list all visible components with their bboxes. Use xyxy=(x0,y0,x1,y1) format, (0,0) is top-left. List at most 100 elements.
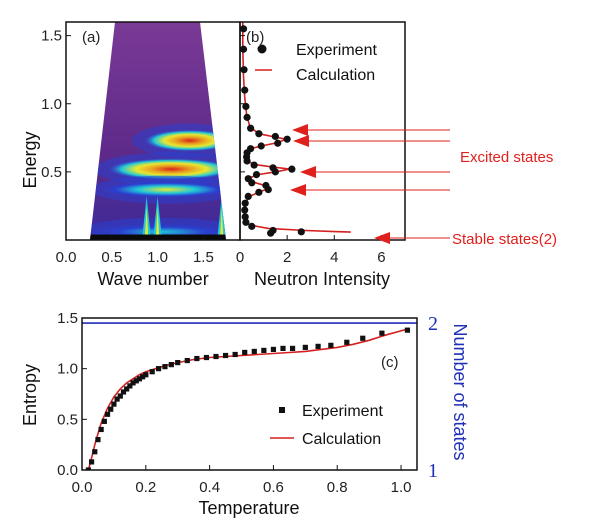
panel-b: 0 2 4 6 (b) Experiment Calculation Neutron … xyxy=(236,21,406,289)
experiment-point-c-30 xyxy=(242,349,248,356)
experiment-point-b-29 xyxy=(241,213,249,221)
heatmap xyxy=(66,22,240,240)
experiment-point-b-2 xyxy=(240,66,248,74)
experiment-point-b-10 xyxy=(274,139,282,147)
experiment-point-b-4 xyxy=(242,102,250,111)
x-tick-a-2: 1.0 xyxy=(147,249,168,266)
excited-arrow-head-1 xyxy=(293,135,309,147)
experiment-point-b-20 xyxy=(252,171,261,179)
experiment-point-b-28 xyxy=(241,206,249,214)
x-tick-a-3: 1.5 xyxy=(193,249,214,266)
panel-a: 0.0 0.5 1.0 1.5 0.5 1.0 1.5 (a) Wave number En… xyxy=(20,21,241,289)
experiment-point-c-22 xyxy=(168,362,174,368)
y-tick-c-0: 0.0 xyxy=(57,462,78,479)
experiment-point-b-33 xyxy=(297,228,305,236)
experiment-point-c-3 xyxy=(95,437,101,443)
experiment-point-c-5 xyxy=(101,418,107,424)
experiment-point-c-0 xyxy=(85,467,91,470)
experiment-point-c-42 xyxy=(404,327,411,333)
experiment-point-c-9 xyxy=(114,396,120,402)
heatmap-spike-core-1 xyxy=(156,207,160,235)
panel-c-frame xyxy=(81,317,418,471)
experiment-point-b-19 xyxy=(271,168,279,176)
x-tick-a-0: 0.0 xyxy=(56,249,77,266)
experiment-point-b-9 xyxy=(283,135,291,143)
experiment-point-c-24 xyxy=(184,357,190,364)
x-tick-c-0: 0.0 xyxy=(72,479,93,496)
x-tick-a-1: 0.5 xyxy=(101,249,122,266)
calculation-line-c xyxy=(87,328,408,470)
experiment-point-b-34 xyxy=(267,229,275,237)
experiment-point-c-16 xyxy=(136,376,143,382)
experiment-point-c-29 xyxy=(232,351,238,358)
experiment-point-c-26 xyxy=(203,354,210,361)
x-tick-b-1: 2 xyxy=(283,249,291,266)
experiment-point-b-1 xyxy=(240,45,248,53)
y2-axis-label-c: Number of states xyxy=(450,323,470,460)
legend-c-experiment-label: Experiment xyxy=(302,403,383,420)
heatmap-spike-core-2 xyxy=(220,207,224,235)
experiment-point-b-7 xyxy=(255,130,263,138)
experiment-point-b-31 xyxy=(248,222,256,230)
experiment-point-c-34 xyxy=(280,345,286,351)
y2-tick-c-1: 2 xyxy=(428,313,438,335)
experiment-point-c-40 xyxy=(360,335,366,341)
experiment-point-c-32 xyxy=(261,347,267,354)
experiment-point-c-12 xyxy=(124,386,130,392)
panel-a-label: (a) xyxy=(82,29,100,46)
excited-arrow-head-0 xyxy=(292,124,308,136)
experiment-point-b-25 xyxy=(255,188,263,196)
experiment-point-b-6 xyxy=(247,124,255,132)
panel-c-label: (c) xyxy=(381,354,399,371)
x-tick-c-1: 0.2 xyxy=(135,479,156,496)
experiment-point-c-11 xyxy=(120,389,127,395)
experiment-point-b-30 xyxy=(242,218,250,226)
experiment-point-c-2 xyxy=(92,449,98,455)
heatmap-floor xyxy=(90,234,226,240)
legend-b: Experiment Calculation xyxy=(255,42,377,84)
annotations: Excited states Stable states(2) xyxy=(290,124,557,248)
experiment-point-c-23 xyxy=(175,359,181,366)
panel-b-frame xyxy=(239,21,406,241)
experiment-point-b-22 xyxy=(248,179,256,187)
experiment-point-c-38 xyxy=(328,342,334,348)
legend-c-calculation-label: Calculation xyxy=(302,431,381,448)
y-tick-a-1: 1.0 xyxy=(41,96,62,113)
heatmap-bands xyxy=(90,123,226,240)
x-tick-b-3: 6 xyxy=(377,249,385,266)
experiment-point-b-15 xyxy=(243,157,251,165)
experiment-point-c-37 xyxy=(315,343,321,349)
experiment-point-c-39 xyxy=(344,339,350,345)
stable-states-label: Stable states(2) xyxy=(452,231,557,248)
experiment-point-c-20 xyxy=(155,366,162,372)
heatmap-band-1 xyxy=(107,158,226,181)
panel-c: 0.0 0.2 0.4 0.6 0.8 1.0 0.0 0.5 1.0 1.5 1 2 (c) Exp… xyxy=(20,310,470,518)
experiment-point-c-14 xyxy=(130,380,136,386)
experiment-point-c-21 xyxy=(162,364,168,370)
y-tick-c-1: 0.5 xyxy=(57,411,78,428)
y-tick-a-2: 1.5 xyxy=(41,28,62,45)
experiment-point-c-36 xyxy=(302,344,308,350)
experiment-point-b-24 xyxy=(264,185,272,194)
experiment-point-c-7 xyxy=(108,406,114,412)
excited-arrow-head-3 xyxy=(290,184,306,196)
x-axis-label-b: Neutron Intensity xyxy=(254,269,390,289)
excited-arrow-head-2 xyxy=(300,166,316,178)
y-tick-c-2: 1.0 xyxy=(57,361,78,378)
experiment-point-b-26 xyxy=(244,192,252,200)
experiment-point-b-0 xyxy=(240,25,248,33)
y-tick-c-3: 1.5 xyxy=(57,310,78,327)
x-axis-label-a: Wave number xyxy=(97,269,208,289)
experiment-point-b-27 xyxy=(241,199,249,207)
y-axis-label-a: Energy xyxy=(20,131,40,188)
experiment-point-c-25 xyxy=(194,355,200,362)
x-tick-c-5: 1.0 xyxy=(391,479,412,496)
experiment-point-c-33 xyxy=(270,346,277,353)
experiment-point-b-8 xyxy=(271,132,279,141)
y2-tick-c-0: 1 xyxy=(428,460,438,482)
experiment-point-c-19 xyxy=(149,369,155,375)
heatmap-spike-core-0 xyxy=(145,207,149,235)
experiment-point-c-41 xyxy=(379,330,385,336)
stable-arrow-head xyxy=(374,232,390,244)
heatmap-band-2 xyxy=(102,181,226,198)
